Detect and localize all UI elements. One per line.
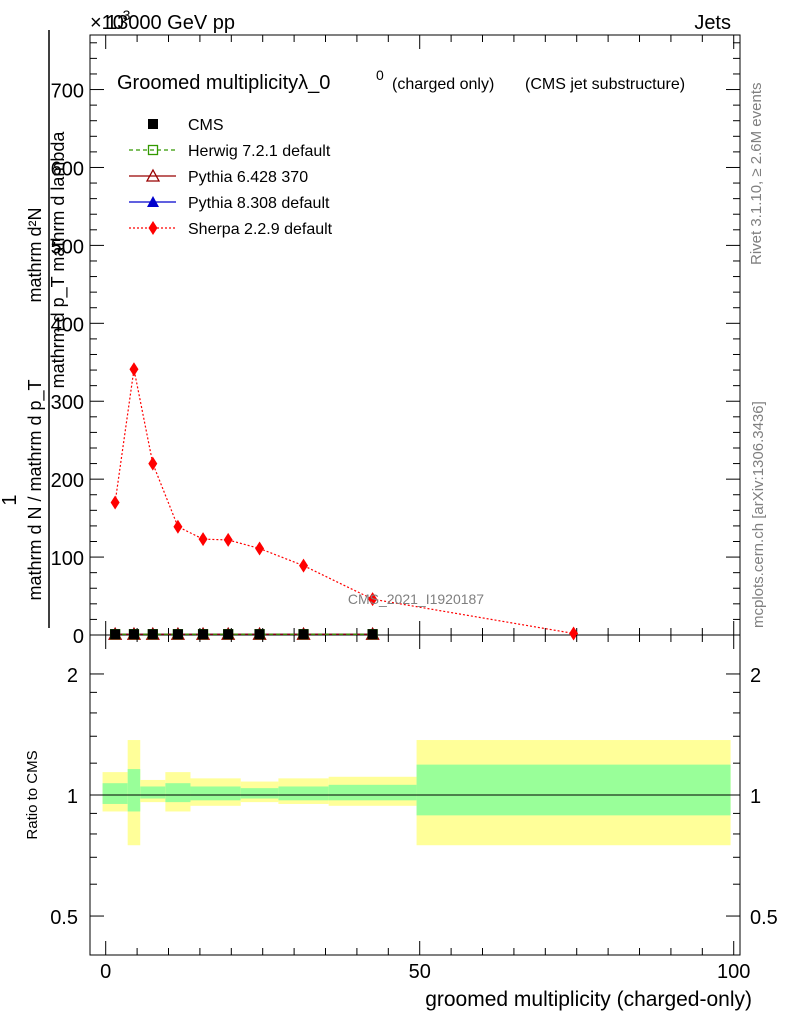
ratio-y-tick-label-right: 0.5 <box>750 907 778 929</box>
data-point <box>173 519 183 534</box>
series-line <box>114 369 574 635</box>
data-point <box>368 592 378 607</box>
y-label-prefix: 1 <box>0 494 21 505</box>
data-point <box>255 541 265 556</box>
ratio-y-tick-label: 2 <box>67 665 78 687</box>
legend-label: Herwig 7.2.1 default <box>188 143 331 160</box>
ratio-y-tick-label-right: 2 <box>750 665 761 687</box>
legend-entry: Pythia 8.308 default <box>129 195 330 212</box>
stat-band <box>127 769 141 812</box>
title-suffix-1: (charged only) <box>392 76 494 93</box>
y-label-prefix-den: mathrm d N / mathrm d p_T <box>25 379 46 600</box>
legend-label: Sherpa 2.2.9 default <box>188 221 333 238</box>
y-tick-label: 700 <box>51 81 84 103</box>
series-0 <box>110 629 378 640</box>
y-tick-label: 600 <box>51 158 84 180</box>
rivet-label: Rivet 3.1.10, ≥ 2.6M events <box>748 83 765 266</box>
stat-band <box>190 786 241 801</box>
x-tick-label: 50 <box>409 961 431 983</box>
scale-prefix: ×10 <box>90 12 124 34</box>
ratio-y-tick-label: 1 <box>67 786 78 808</box>
legend-marker <box>148 119 158 129</box>
y-tick-label: 100 <box>51 548 84 570</box>
legend-marker <box>145 168 161 182</box>
legend: CMS Herwig 7.2.1 default Pythia 6.428 370 P… <box>129 117 333 238</box>
title-main: Groomed multiplicityλ_0 <box>117 72 330 94</box>
data-point <box>569 626 579 641</box>
stat-band <box>140 786 166 799</box>
mcplots-label: mcplots.cern.ch [arXiv:1306.3436] <box>750 401 767 628</box>
data-point <box>128 629 139 640</box>
stat-band <box>102 783 128 804</box>
legend-label: CMS <box>188 117 224 134</box>
legend-entry: Sherpa 2.2.9 default <box>129 221 333 238</box>
legend-entry: Herwig 7.2.1 default <box>129 143 331 160</box>
y-tick-label: 400 <box>51 314 84 336</box>
plot-title: Groomed multiplicityλ_0 0 (charged only)… <box>117 67 685 94</box>
stat-band <box>165 783 191 803</box>
title-sup: 0 <box>376 67 384 83</box>
x-axis-label: groomed multiplicity (charged-only) <box>425 988 752 1011</box>
y-label-denominator: mathrm d p_T mathrm d lambda <box>48 131 69 389</box>
stat-band <box>240 788 279 799</box>
legend-entry: CMS <box>148 117 224 134</box>
legend-marker <box>148 221 158 235</box>
scale-exponent: -3 <box>118 7 131 23</box>
series-4 <box>110 362 579 641</box>
data-point <box>172 629 183 640</box>
data-point <box>223 629 234 640</box>
data-point <box>147 629 158 640</box>
data-point <box>299 558 309 573</box>
data-point <box>298 629 309 640</box>
y-axis-label: mathrm d²N mathrm d p_T mathrm d lambda … <box>0 30 69 628</box>
data-point <box>223 532 233 547</box>
data-point <box>198 532 208 547</box>
ratio-bands <box>90 740 740 846</box>
legend-label: Pythia 6.428 370 <box>188 169 308 186</box>
ratio-y-label: Ratio to CMS <box>24 750 41 839</box>
y-tick-label: 200 <box>51 470 84 492</box>
data-point <box>198 629 209 640</box>
y-tick-label: 500 <box>51 236 84 258</box>
y-tick-label: 0 <box>73 626 84 648</box>
ratio-axes: 0.5 0.5 1 1 2 2 0 50 100 <box>50 635 778 983</box>
data-point <box>110 629 121 640</box>
data-point <box>129 362 139 377</box>
ratio-y-tick-label-right: 1 <box>750 786 761 808</box>
data-point <box>254 629 265 640</box>
energy-label: 13000 GeV pp <box>106 12 235 34</box>
y-tick-label: 300 <box>51 392 84 414</box>
data-point <box>110 495 120 510</box>
x-tick-label: 0 <box>100 961 111 983</box>
stat-band <box>278 786 329 801</box>
category-label: Jets <box>694 12 731 34</box>
data-point <box>367 629 378 640</box>
legend-label: Pythia 8.308 default <box>188 195 330 212</box>
title-suffix-2: (CMS jet substructure) <box>525 76 685 93</box>
x-tick-label: 100 <box>717 961 750 983</box>
upper-series <box>108 362 579 641</box>
stat-band <box>328 784 417 801</box>
ratio-y-tick-label: 0.5 <box>50 907 78 929</box>
stat-band <box>416 764 731 816</box>
analysis-tag: CMS_2021_I1920187 <box>348 591 484 607</box>
legend-marker <box>147 196 159 207</box>
legend-entry: Pythia 6.428 370 <box>129 168 308 186</box>
data-point <box>148 456 158 471</box>
y-label-numerator: mathrm d²N <box>25 207 45 302</box>
legend-marker <box>147 144 159 156</box>
